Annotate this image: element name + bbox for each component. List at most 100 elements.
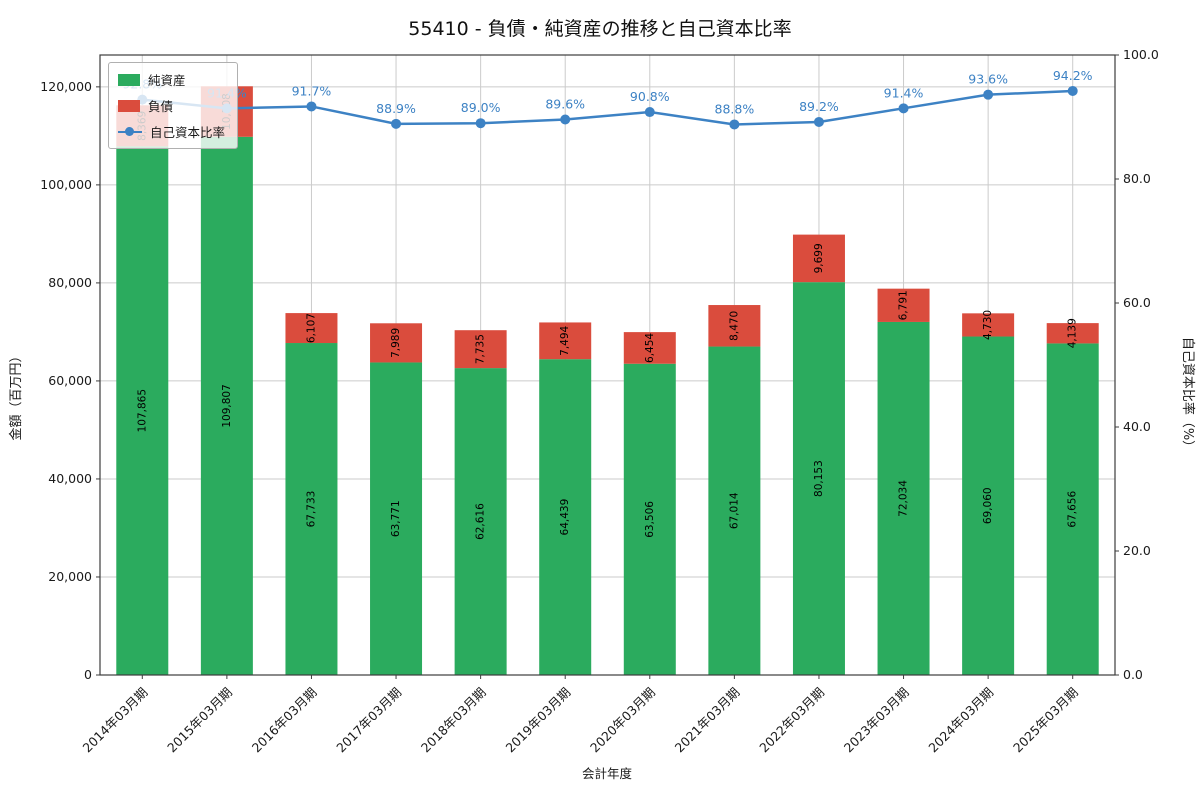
ratio-point [729, 119, 740, 130]
bar-label-debt: 4,139 [1067, 318, 1079, 348]
x-tick-label: 2023年03月期 [841, 685, 912, 756]
bar-label-equity: 63,506 [644, 501, 656, 538]
y-axis-label-left: 金額（百万円） [8, 349, 24, 440]
bar-equity [708, 346, 761, 675]
x-tick-label: 2024年03月期 [925, 685, 996, 756]
y-tick-label-right: 80.0 [1123, 171, 1151, 186]
y-tick-label-right: 60.0 [1123, 295, 1151, 310]
bar-label-debt: 6,454 [644, 333, 656, 363]
bar-debt [285, 313, 338, 344]
legend-swatch-ratio-line [118, 126, 142, 136]
ratio-label: 91.4% [884, 85, 924, 100]
bar-debt [708, 305, 761, 347]
bar-label-debt: 8,470 [728, 311, 740, 341]
bar-equity [539, 359, 592, 675]
legend-swatch-ratio-dot [125, 126, 134, 136]
ratio-label: 91.7% [292, 83, 332, 98]
axes-box [99, 54, 1116, 676]
bar-label-debt: 6,791 [898, 290, 910, 320]
bar-label-equity: 80,153 [813, 460, 825, 497]
x-tick-label: 2020年03月期 [587, 685, 658, 756]
legend-label-ratio: 自己資本比率 [150, 125, 226, 140]
bar-label-equity: 107,865 [136, 389, 148, 432]
bar-label-equity: 109,807 [221, 384, 233, 427]
ratio-point [560, 114, 571, 125]
y-tick-label-left: 80,000 [48, 275, 92, 290]
x-tick-label: 2025年03月期 [1010, 685, 1081, 756]
bar-debt [877, 288, 930, 322]
ratio-line [142, 89, 1073, 126]
bar-equity [454, 368, 507, 675]
bar-debt [454, 330, 507, 369]
y-tick-label-left: 100,000 [40, 177, 92, 192]
bar-equity [116, 146, 169, 675]
legend-item-debt: 負債 [118, 96, 225, 115]
ratio-label: 90.8% [630, 89, 670, 104]
bar-debt [370, 323, 423, 363]
legend: 純資産 負債 自己資本比率 [108, 62, 239, 149]
y-axis-label-right: 自己資本比率（%） [1180, 337, 1196, 453]
ratio-point [898, 103, 909, 114]
bar-debt [539, 322, 592, 360]
legend-label-debt: 負債 [148, 99, 174, 114]
y-tick-label-left: 40,000 [48, 471, 92, 486]
ratio-label: 88.9% [376, 101, 416, 116]
bar-equity [792, 282, 845, 675]
bar-equity [1046, 343, 1099, 675]
legend-label-equity: 純資産 [148, 73, 186, 88]
y-tick-label-right: 0.0 [1123, 667, 1143, 682]
ratio-point [306, 101, 317, 112]
y-tick-label-right: 20.0 [1123, 543, 1151, 558]
x-tick-label: 2022年03月期 [756, 685, 827, 756]
x-tick-label: 2016年03月期 [249, 685, 320, 756]
ratio-point [983, 89, 994, 100]
legend-swatch-equity [118, 73, 140, 86]
bar-debt [792, 234, 845, 283]
bar-equity [962, 336, 1015, 675]
y-tick-label-left: 120,000 [40, 79, 92, 94]
ratio-label: 94.2% [1053, 68, 1093, 83]
chart-title: 55410 - 負債・純資産の推移と自己資本比率 [408, 18, 792, 40]
bar-label-debt: 6,107 [305, 313, 317, 343]
ratio-point [475, 118, 486, 129]
y-tick-label-left: 20,000 [48, 569, 92, 584]
ratio-label: 93.6% [968, 72, 1008, 87]
ratio-point [1067, 85, 1078, 96]
x-axis-label: 会計年度 [582, 766, 633, 781]
bar-label-equity: 67,014 [728, 492, 740, 529]
bar-label-debt: 7,989 [390, 328, 402, 358]
x-tick-label: 2015年03月期 [164, 685, 235, 756]
ratio-point [644, 107, 655, 118]
bar-equity [623, 363, 676, 675]
bar-label-equity: 67,733 [305, 491, 317, 528]
bar-label-equity: 64,439 [559, 499, 571, 536]
x-tick-label: 2019年03月期 [502, 685, 573, 756]
x-tick-label: 2021年03月期 [672, 685, 743, 756]
y-tick-label-left: 60,000 [48, 373, 92, 388]
y-tick-label-right: 40.0 [1123, 419, 1151, 434]
bar-label-equity: 69,060 [982, 487, 994, 524]
bar-equity [877, 321, 930, 675]
bar-equity [370, 362, 423, 675]
ratio-label: 88.8% [715, 101, 755, 116]
y-tick-label-right: 100.0 [1123, 47, 1159, 62]
bar-label-debt: 9,699 [813, 243, 825, 273]
legend-swatch-debt [118, 99, 140, 112]
x-tick-label: 2018年03月期 [418, 685, 489, 756]
bar-label-debt: 7,494 [559, 325, 571, 355]
x-tick-label: 2017年03月期 [333, 685, 404, 756]
bar-equity [200, 136, 253, 675]
x-tick-label: 2014年03月期 [80, 685, 151, 756]
bar-label-equity: 62,616 [475, 503, 487, 540]
ratio-point [391, 118, 402, 129]
bar-label-equity: 72,034 [898, 480, 910, 517]
ratio-label: 89.6% [545, 96, 585, 111]
bar-debt [962, 313, 1015, 337]
ratio-point [813, 116, 824, 127]
plot-area: 107,8658,369109,80710,30867,7336,10763,7… [40, 47, 1159, 755]
ratio-label: 89.0% [461, 100, 501, 115]
ratio-label: 89.2% [799, 99, 839, 114]
legend-item-ratio: 自己資本比率 [118, 122, 225, 141]
